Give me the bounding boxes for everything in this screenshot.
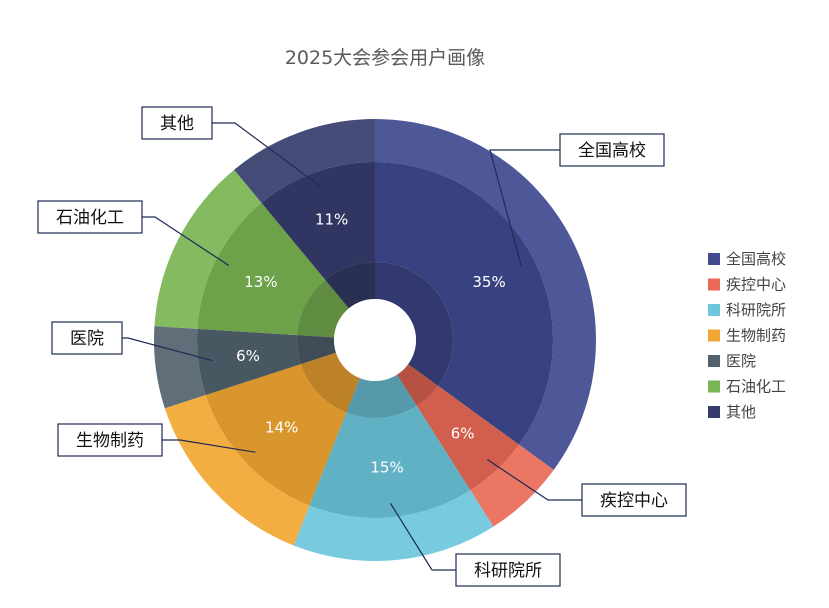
middle-slice-5 (197, 202, 326, 336)
callout-line-3 (162, 439, 256, 453)
value-label-2: 15% (370, 458, 403, 476)
legend-swatch-5 (708, 380, 720, 393)
legend-swatch-2 (708, 304, 720, 316)
callout-line-1 (486, 459, 582, 501)
inner-slice-3 (300, 352, 360, 413)
inner-slice-6 (325, 262, 375, 309)
callout-label-2: 科研院所 (474, 561, 542, 581)
inner-ring (296, 262, 454, 418)
middle-slice-3 (205, 364, 347, 506)
legend-label-4: 医院 (726, 352, 756, 370)
outer-slice-0 (375, 119, 596, 470)
middle-slice-2 (309, 405, 471, 518)
callout-box-2 (455, 553, 561, 587)
legend-swatch-1 (708, 278, 720, 291)
legend-swatch-4 (708, 355, 720, 367)
callout-label-5: 石油化工 (56, 208, 124, 228)
callout-box-1 (581, 483, 687, 517)
callout-label-0: 全国高校 (578, 141, 646, 161)
value-label-0: 35% (472, 273, 505, 291)
inner-ring-shade (296, 262, 453, 418)
callout-box-4 (51, 321, 123, 355)
callout-line-2 (389, 502, 456, 571)
callout-box-5 (37, 200, 143, 234)
legend-label-3: 生物制药 (726, 327, 786, 345)
value-labels: 35% 6% 15% 14% 6% 13% 11% (236, 211, 506, 477)
middle-slice-0 (375, 162, 553, 445)
middle-ring-shade (196, 162, 553, 518)
outer-slice-4 (154, 326, 206, 409)
callout-box-3 (57, 423, 163, 457)
value-label-6: 11% (315, 211, 348, 229)
legend-swatch-6 (708, 406, 720, 418)
callout-box-0 (559, 133, 665, 167)
outer-slice-5 (154, 169, 262, 329)
legend-label-1: 疾控中心 (726, 276, 786, 294)
outer-slice-1 (470, 444, 554, 527)
chart-title: 2025大会参会用户画像 (285, 47, 485, 69)
middle-slice-6 (261, 162, 375, 280)
legend-label-0: 全国高校 (726, 250, 786, 268)
callout-line-4 (122, 337, 213, 362)
callout-label-6: 其他 (160, 114, 194, 134)
center-hole (334, 299, 416, 381)
outer-slice-3 (164, 395, 310, 546)
callout-line-0 (489, 149, 560, 266)
callout-line-5 (142, 216, 230, 267)
inner-slice-2 (346, 374, 417, 418)
value-label-5: 13% (244, 273, 277, 291)
callout-box-6 (141, 106, 213, 140)
callout-line-6 (212, 122, 320, 187)
outer-slice-2 (293, 490, 494, 561)
outer-ring (154, 119, 596, 561)
value-label-3: 14% (265, 419, 298, 437)
legend-label-2: 科研院所 (726, 301, 786, 319)
value-label-4: 6% (236, 347, 260, 365)
legend-label-6: 其他 (726, 403, 756, 421)
middle-ring (196, 162, 553, 518)
callout-label-4: 医院 (70, 329, 104, 349)
callout-label-1: 疾控中心 (600, 491, 668, 511)
legend-swatch-3 (708, 329, 720, 342)
legend-label-5: 石油化工 (726, 378, 786, 396)
inner-slice-4 (297, 335, 337, 365)
value-label-1: 6% (451, 424, 475, 442)
inner-slice-1 (396, 364, 439, 406)
inner-slice-5 (297, 279, 349, 338)
outer-slice-6 (234, 119, 375, 203)
callout-label-3: 生物制药 (76, 431, 144, 451)
legend-swatch-0 (708, 253, 720, 265)
inner-slice-0 (375, 262, 454, 386)
middle-slice-4 (197, 328, 301, 396)
